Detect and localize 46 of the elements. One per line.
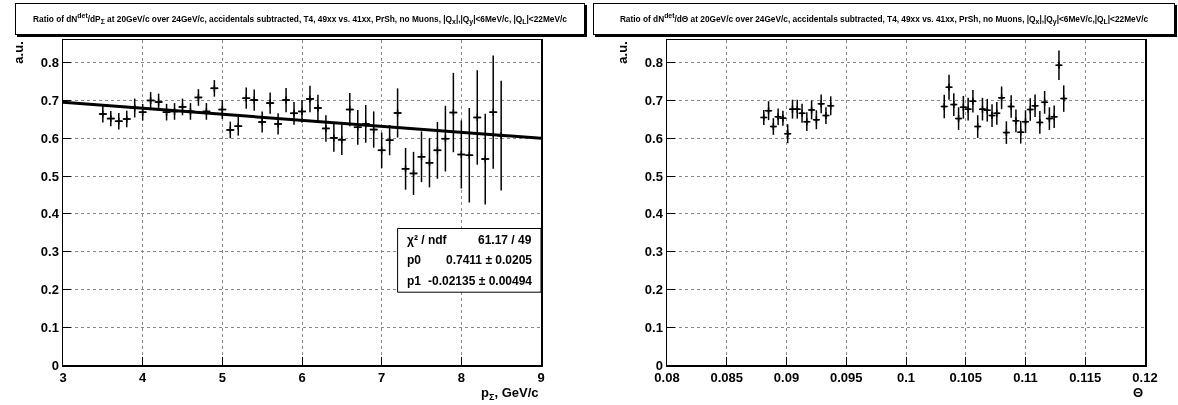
y-tick-label: 0.1 [644, 319, 663, 335]
x-tick-label: 5 [218, 370, 226, 386]
y-tick-label: 0.2 [644, 281, 663, 297]
x-tick-label: 0.08 [654, 370, 680, 386]
y-tick-label: 0.2 [40, 281, 59, 297]
x-tick-label: 0.09 [773, 370, 800, 386]
annotation: 0.7411 ± 0.0205 [446, 253, 533, 267]
y-tick-label: 0.3 [644, 244, 663, 260]
y-tick-label: 0.7 [40, 93, 59, 109]
x-tick-label: 0.095 [829, 370, 863, 386]
x-tick-label: 0.105 [949, 370, 983, 386]
y-tick-label: 0.3 [40, 244, 59, 260]
x-tick-label: 3 [59, 370, 67, 386]
y-tick-label: 0.5 [644, 168, 663, 184]
y-axis-title: a.u. [614, 41, 630, 64]
x-tick-label: 0.11 [1013, 370, 1038, 386]
x-tick-label: 8 [457, 370, 465, 386]
y-tick-label: 0.8 [644, 55, 663, 71]
x-axis-title: Θ [1133, 385, 1144, 400]
x-tick-label: 0.115 [1069, 370, 1102, 386]
x-tick-label: 7 [378, 370, 386, 386]
chart-title: Ratio of dN$^{det}$/dΘ at 20GeV/c over 24GeV/c, accidentals subtracted, T4, 49xx vs. 41xx, PrSh, no Muons, |Q$_{x}$|,|Q$_{y}$|<6MeV/c,|Q$_{L}$|<22MeV/c [619, 12, 1149, 26]
annotation: 61.17 / 49 [478, 233, 532, 247]
x-tick-label: 6 [298, 370, 306, 386]
y-axis-title: a.u. [10, 41, 26, 64]
x-tick-label: 4 [139, 370, 148, 386]
y-tick-label: 0.7 [644, 93, 663, 109]
annotation: p1 [407, 274, 422, 288]
x-axis-title: p$_{Σ}$, GeV/c [481, 385, 539, 402]
chart-title: Ratio of dN$^{det}$/dP$_{Σ}$ at 20GeV/c over 24GeV/c, accidentals subtracted, T4, 49xx vs. 41xx, PrSh, no Muons, |Q$_{x}$|,|Q$_{y}$|<6MeV/c, |Q$_{L}$|<22MeV/c [33, 12, 567, 26]
y-tick-label: 0.1 [40, 319, 59, 335]
y-tick-label: 0.4 [644, 206, 664, 222]
y-tick-label: 0.6 [644, 130, 663, 146]
y-tick-label: 0 [51, 357, 59, 373]
annotation: χ² / ndf [407, 233, 448, 247]
annotation: -0.02135 ± 0.00494 [428, 274, 533, 288]
x-tick-label: 0.085 [710, 370, 744, 386]
x-tick-label: 9 [537, 370, 545, 386]
annotation: p0 [407, 253, 422, 267]
y-tick-label: 0.5 [40, 168, 59, 184]
y-tick-label: 0 [655, 357, 663, 373]
x-tick-label: 0.12 [1132, 370, 1158, 386]
y-tick-label: 0.6 [40, 130, 59, 146]
y-tick-label: 0.8 [40, 55, 59, 71]
x-tick-label: 0.1 [896, 370, 916, 386]
y-tick-label: 0.4 [40, 206, 60, 222]
